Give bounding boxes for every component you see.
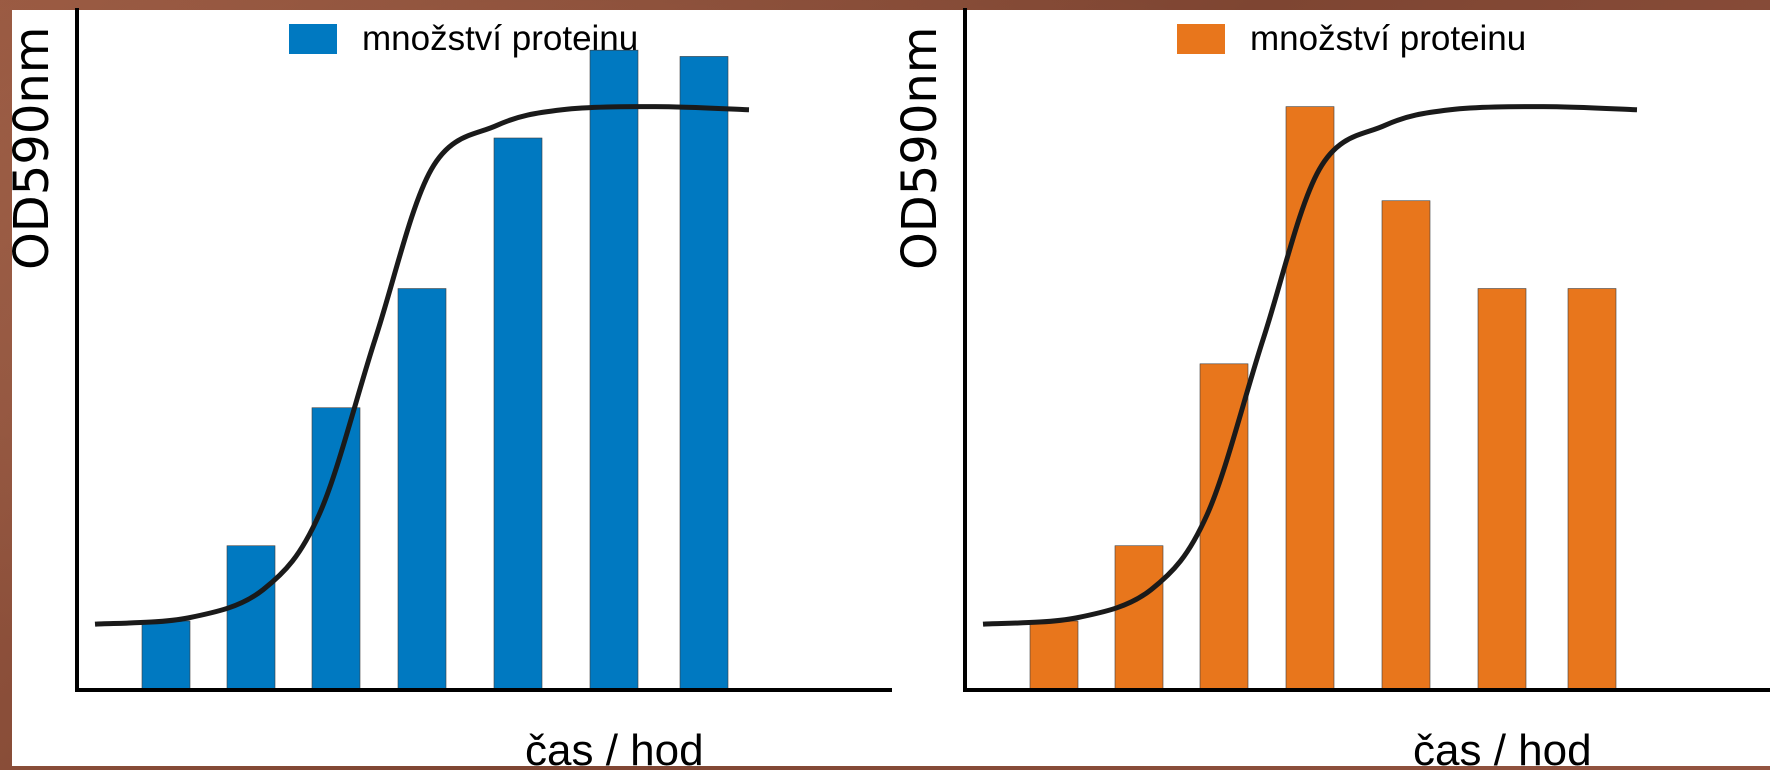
bar-2 [1114,545,1164,691]
legend-swatch [1177,24,1225,54]
bar-7 [679,56,729,691]
y-axis-label: OD590nm [892,26,948,270]
growth-curve [982,104,1638,627]
growth-curve [94,104,750,627]
bar-5 [493,137,543,691]
bar-2 [226,545,276,691]
chart-left: OD590nm množství proteinu čas / hod [4,8,892,770]
x-axis-label: čas / hod [1413,726,1592,770]
bar-1 [1029,620,1079,691]
bar-3 [311,407,361,691]
bar-5 [1381,200,1431,691]
bar-6 [1477,288,1527,691]
legend-swatch [289,24,337,54]
bar-6 [589,49,639,691]
bar-7 [1567,288,1617,691]
chart-right: OD590nm množství proteinu čas / hod [892,8,1770,770]
bar-4 [1285,106,1335,691]
chart-panel [12,10,1770,766]
bar-1 [141,620,191,691]
bar-4 [397,288,447,691]
y-axis-label: OD590nm [4,26,60,270]
x-axis-label: čas / hod [525,726,704,770]
legend-label: množství proteinu [1250,19,1526,58]
